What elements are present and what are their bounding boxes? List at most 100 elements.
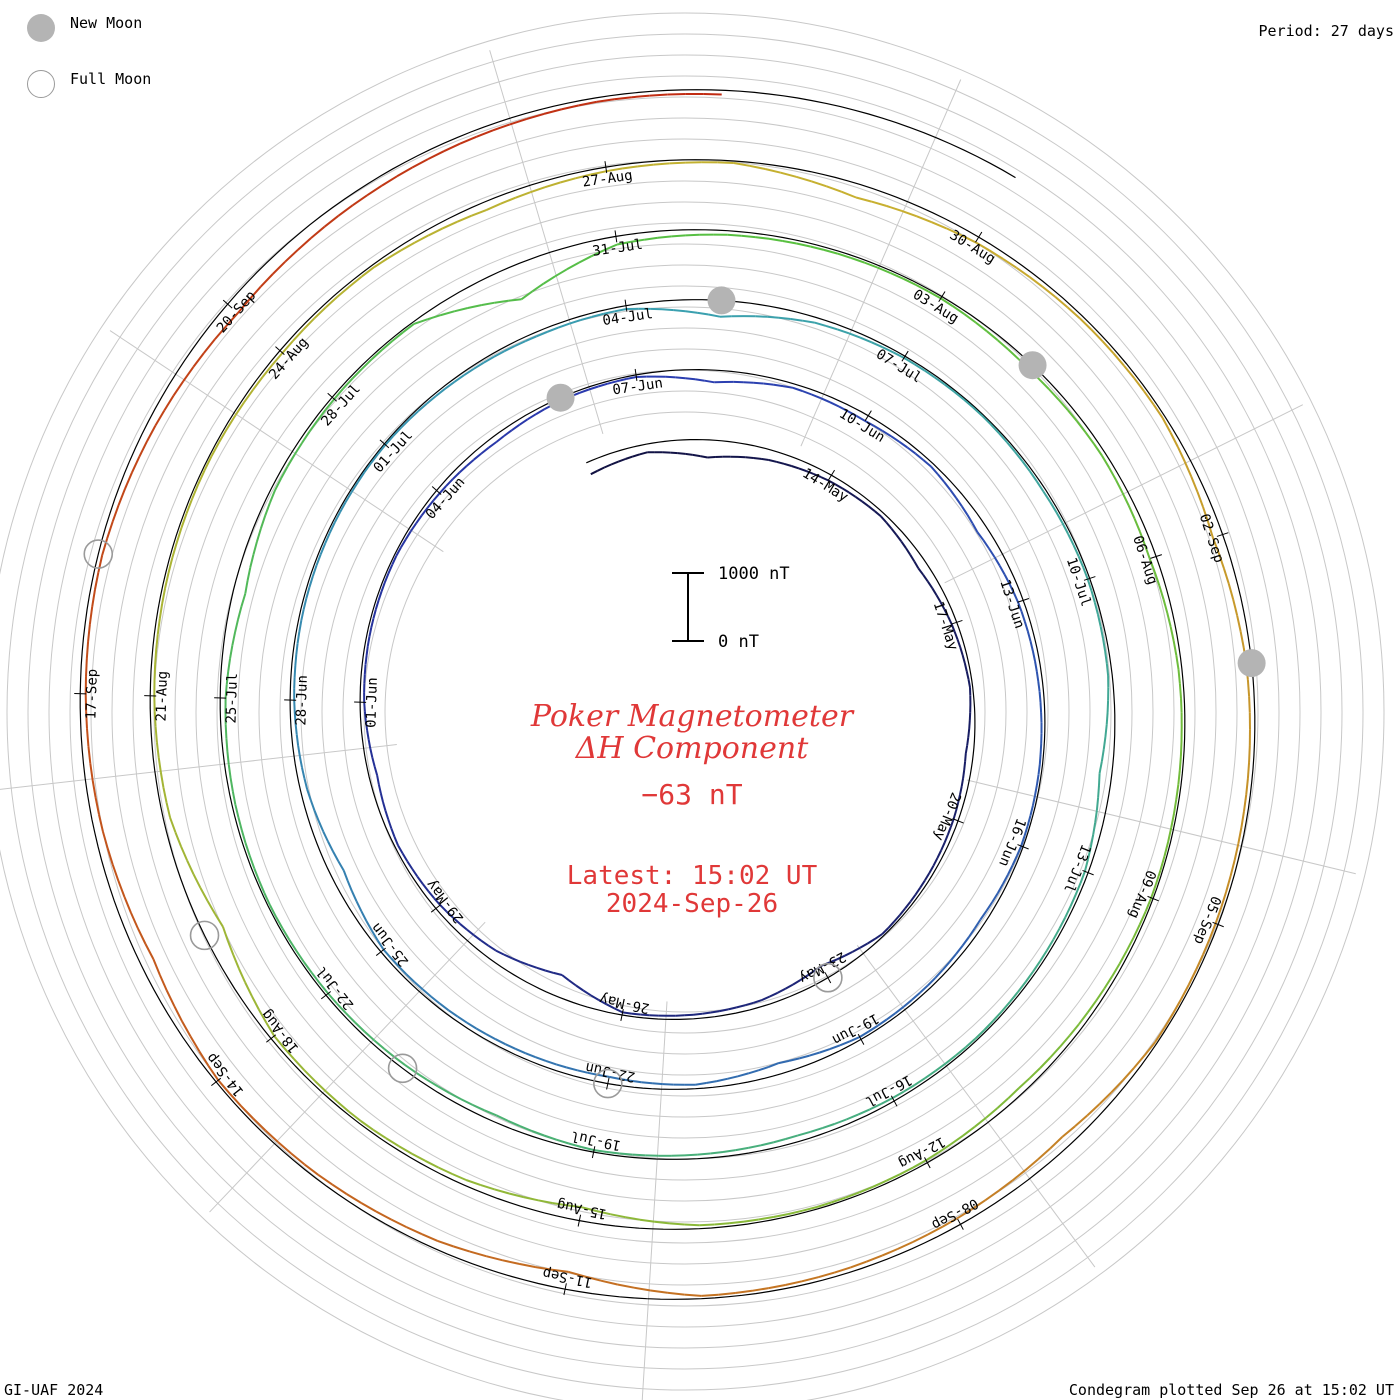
- series-segment: [1098, 761, 1103, 774]
- series-segment: [363, 1030, 376, 1042]
- series-segment: [269, 904, 277, 918]
- series-segment: [153, 711, 157, 727]
- series-segment: [692, 453, 701, 458]
- series-segment: [283, 1047, 295, 1060]
- series-segment: [217, 1079, 231, 1094]
- spoke-layer: [0, 50, 1356, 1400]
- series-segment: [1092, 822, 1097, 835]
- series-segment: [1066, 306, 1081, 319]
- series-segment: [1098, 1091, 1113, 1105]
- series-segment: [244, 842, 251, 857]
- series-segment: [1037, 681, 1041, 692]
- new-moon-marker: [707, 286, 736, 315]
- series-segment: [556, 1138, 570, 1145]
- series-segment: [298, 620, 303, 633]
- series-segment: [924, 872, 931, 881]
- series-segment: [1084, 431, 1095, 445]
- series-segment: [847, 410, 857, 417]
- series-segment: [751, 1287, 769, 1292]
- series-segment: [949, 489, 958, 499]
- date-tick: [827, 469, 835, 481]
- series-segment: [298, 756, 303, 768]
- series-segment: [665, 375, 676, 379]
- series-segment: [376, 775, 380, 785]
- series-segment: [914, 887, 922, 896]
- series-segment: [1029, 805, 1034, 817]
- series-segment: [313, 810, 320, 822]
- series-segment: [1017, 981, 1027, 993]
- series-segment: [258, 1009, 268, 1024]
- series-segment: [864, 420, 875, 427]
- series-segment: [866, 1254, 883, 1263]
- series-segment: [364, 720, 369, 731]
- series-segment: [1097, 785, 1100, 798]
- series-segment: [962, 769, 966, 779]
- series-segment: [411, 158, 429, 169]
- series-segment: [718, 1292, 736, 1296]
- series-segment: [1121, 492, 1130, 507]
- series-segment: [268, 489, 276, 504]
- series-segment: [1024, 1158, 1039, 1171]
- series-segment: [640, 1013, 650, 1017]
- series-segment: [374, 599, 380, 610]
- series-segment: [1039, 702, 1043, 713]
- series-segment: [802, 1206, 818, 1212]
- date-tick: [1147, 895, 1159, 902]
- series-segment: [998, 565, 1006, 576]
- series-segment: [603, 310, 616, 315]
- series-segment: [753, 381, 764, 385]
- series-segment: [383, 1048, 396, 1058]
- series-segment: [568, 319, 581, 325]
- series-segment: [244, 982, 253, 997]
- series-segment: [495, 435, 505, 443]
- series-segment: [710, 1010, 720, 1014]
- series-segment: [844, 1191, 860, 1199]
- series-segment: [617, 458, 626, 463]
- series-segment: [417, 402, 428, 413]
- series-segment: [934, 376, 946, 386]
- series-segment: [1102, 736, 1107, 750]
- series-segment: [799, 1054, 810, 1060]
- series-segment: [303, 1069, 316, 1082]
- series-segment: [974, 241, 990, 252]
- series-segment: [903, 357, 915, 365]
- series-segment: [309, 799, 316, 812]
- series-segment: [934, 969, 944, 979]
- series-segment: [946, 826, 952, 836]
- series-segment: [234, 618, 240, 633]
- series-segment: [997, 339, 1009, 351]
- series-segment: [251, 995, 260, 1011]
- series-segment: [952, 810, 957, 820]
- series-segment: [710, 1151, 724, 1155]
- series-segment: [508, 1192, 524, 1199]
- series-segment: [801, 390, 812, 396]
- series-segment: [1054, 296, 1069, 309]
- series-segment: [416, 876, 424, 885]
- series-segment: [372, 1128, 387, 1139]
- series-segment: [861, 500, 870, 508]
- series-segment: [600, 1279, 618, 1286]
- series-segment: [1144, 1041, 1156, 1056]
- series-segment: [325, 296, 339, 309]
- series-segment: [889, 272, 904, 280]
- series-segment: [538, 1199, 553, 1205]
- series-segment: [373, 766, 379, 776]
- series-segment: [1072, 544, 1080, 557]
- series-segment: [764, 168, 781, 174]
- series-segment: [1017, 601, 1023, 613]
- series-segment: [281, 340, 294, 354]
- series-segment: [566, 1066, 578, 1072]
- series-segment: [936, 473, 945, 483]
- series-segment: [1123, 365, 1136, 379]
- series-segment: [616, 377, 627, 383]
- series-segment: [472, 1103, 485, 1112]
- series-segment: [685, 452, 693, 456]
- series-segment: [342, 870, 349, 882]
- series-segment: [880, 1097, 894, 1105]
- series-segment: [1243, 794, 1248, 812]
- series-segment: [111, 864, 120, 882]
- series-segment: [169, 817, 177, 833]
- series-segment: [1239, 631, 1245, 648]
- series-segment: [898, 440, 908, 449]
- series-segment: [1170, 813, 1175, 828]
